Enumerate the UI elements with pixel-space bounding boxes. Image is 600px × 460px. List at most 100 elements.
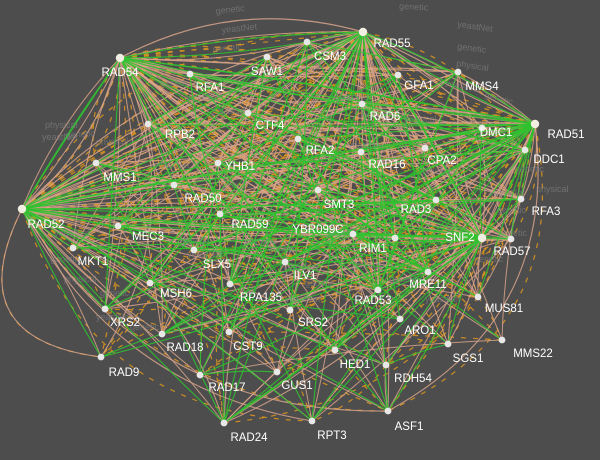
graph-node-mre11[interactable] [424,268,432,276]
graph-node-srs2[interactable] [286,306,294,314]
graph-node-rpt3[interactable] [308,417,316,425]
graph-node-rad24[interactable] [220,419,228,427]
graph-edge [306,41,396,239]
graph-edge [217,162,429,273]
graph-edge [193,213,221,251]
graph-node-rad53[interactable] [374,286,382,294]
node-layer[interactable] [17,27,540,427]
graph-edge [21,208,483,239]
graph-node-rad3[interactable] [432,196,440,204]
graph-edge [119,57,195,251]
graph-edge [193,249,429,273]
graph-node-cst9[interactable] [225,328,233,336]
graph-node-rpa135[interactable] [226,280,234,288]
graph-node-csm3[interactable] [303,38,311,46]
graph-node-rad54[interactable] [115,53,125,63]
graph-node-hed1[interactable] [331,346,339,354]
graph-node-rpb2[interactable] [144,120,152,128]
graph-node-saw1[interactable] [263,53,271,61]
graph-edge [104,237,483,310]
graph-edge [311,237,483,422]
graph-edge [297,138,389,412]
graph-edge [217,162,231,285]
graph-node-rad18[interactable] [158,330,166,338]
graph-node-rad9[interactable] [97,353,105,361]
graph-node-mkt1[interactable] [69,244,77,252]
graph-node-rad52[interactable] [17,204,27,214]
graph-edge [119,57,483,239]
graph-node-rad55[interactable] [358,27,368,37]
graph-edge [223,138,299,424]
graph-node-rad59[interactable] [216,210,224,218]
graph-edge [100,57,153,358]
graph-node-rad50[interactable] [170,181,178,189]
graph-node-mus81[interactable] [474,293,482,301]
graph-edge [311,31,364,422]
graph-node-msh6[interactable] [146,279,154,287]
graph-edge [361,103,526,151]
graph-edge [147,123,379,291]
graph-node-rad6[interactable] [358,100,366,108]
graph-edge [72,233,354,249]
graph-edge [457,71,512,240]
graph-node-rim1[interactable] [391,234,399,242]
graph-node-rdh54[interactable] [382,361,390,369]
graph-node-dmc1[interactable] [478,124,486,132]
graph-node-gus1[interactable] [273,368,281,376]
graph-node-snf2[interactable] [477,233,487,243]
graph-edge [21,199,437,221]
graph-node-gfa1[interactable] [394,71,402,79]
graph-edge [161,283,231,335]
graph-node-rad57[interactable] [507,235,515,243]
graph-node-mms22[interactable] [498,336,506,344]
graph-edge [352,233,479,298]
graph-node-ddc1[interactable] [521,146,529,154]
graph-node-cpa2[interactable] [421,144,429,152]
graph-node-mms4[interactable] [454,68,462,76]
graph-edge [352,233,479,298]
graph-edge [360,71,459,153]
graph-edge [119,57,483,239]
graph-edge [1,208,102,358]
graph-node-slx5[interactable] [190,246,198,254]
graph-edge [117,199,437,227]
graph-edge [161,237,483,335]
graph-node-rfa3[interactable] [517,195,525,203]
graph-node-mec3[interactable] [114,222,122,230]
graph-edge [21,208,313,422]
graph-edge [147,123,163,335]
graph-edge [385,237,483,366]
graph-node-rad51[interactable] [530,119,540,129]
graph-node-rad17[interactable] [196,371,204,379]
graph-node-smt3[interactable] [314,186,322,194]
graph-edge [189,73,379,291]
graph-node-ilv1[interactable] [281,258,289,266]
graph-edge [21,31,364,210]
graph-edge [447,71,459,345]
graph-node-aro1[interactable] [396,315,404,323]
graph-node-mms1[interactable] [92,159,100,167]
graph-node-rad16[interactable] [357,148,365,156]
graph-node-xrs2[interactable] [101,305,109,313]
graph-edge [427,149,526,273]
graph-edge [387,237,483,412]
graph-edge [360,151,429,273]
graph-edge [119,45,268,59]
graph-edge [266,56,483,129]
graph-node-asf1[interactable] [384,407,392,415]
graph-edge [119,57,286,263]
graph-edge [481,198,522,239]
graph-edge [21,57,121,210]
graph-node-rfa1[interactable] [186,70,194,78]
graph-node-sgs1[interactable] [444,340,452,348]
graph-node-yhb1[interactable] [214,159,222,167]
graph-edge [334,31,375,351]
graph-node-ybr099c[interactable] [349,230,357,238]
graph-node-rfa2[interactable] [294,135,302,143]
graph-node-ctf4[interactable] [244,109,252,117]
graph-edge [352,233,449,345]
graph-edge [100,57,127,358]
graph-edge [149,31,364,284]
